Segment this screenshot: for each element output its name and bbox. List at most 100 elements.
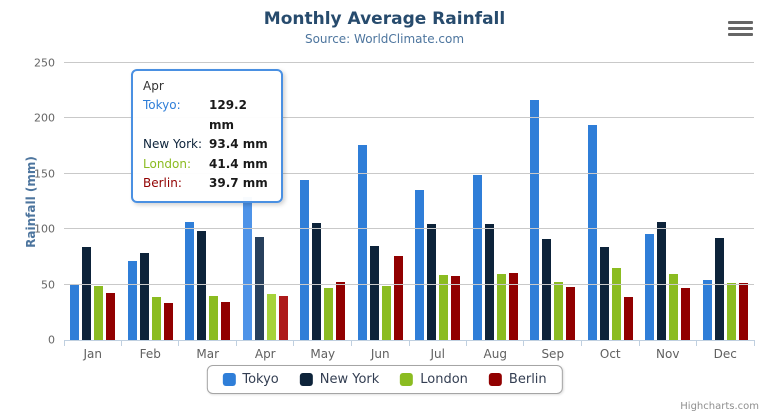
- gridline: [64, 228, 754, 230]
- category-group-feb: Feb: [122, 63, 180, 361]
- legend: Tokyo New York London Berlin: [206, 365, 563, 394]
- column-tokyo-may[interactable]: [300, 180, 310, 340]
- column-london-feb[interactable]: [151, 297, 161, 340]
- tooltip-series-label: London:: [143, 156, 192, 171]
- column-new-york-oct[interactable]: [599, 247, 609, 340]
- column-london-jun[interactable]: [381, 286, 391, 340]
- column-new-york-may[interactable]: [312, 222, 322, 340]
- category-group-oct: Oct: [582, 63, 640, 361]
- column-new-york-nov[interactable]: [657, 221, 667, 340]
- x-axis-label: May: [310, 347, 336, 361]
- column-london-jul[interactable]: [439, 274, 449, 340]
- column-new-york-jul[interactable]: [427, 223, 437, 340]
- legend-label: London: [420, 372, 468, 387]
- column-new-york-apr[interactable]: [254, 236, 264, 340]
- y-axis-label: 100: [34, 222, 55, 236]
- column-tokyo-nov[interactable]: [645, 234, 655, 340]
- column-berlin-jul[interactable]: [451, 276, 461, 340]
- column-london-mar[interactable]: [209, 296, 219, 340]
- column-new-york-sep[interactable]: [542, 238, 552, 340]
- x-axis-label: Mar: [196, 347, 220, 361]
- legend-symbol-icon: [222, 373, 236, 386]
- category-group-nov: Nov: [639, 63, 697, 361]
- column-london-apr[interactable]: [266, 294, 276, 340]
- column-berlin-jan[interactable]: [106, 293, 116, 340]
- column-new-york-jan[interactable]: [82, 247, 92, 340]
- column-tokyo-apr[interactable]: [242, 196, 252, 340]
- category-group-jan: Jan: [64, 63, 122, 361]
- column-new-york-dec[interactable]: [714, 237, 724, 340]
- x-axis-label: Feb: [139, 347, 161, 361]
- y-axis-label: 200: [34, 111, 55, 125]
- column-new-york-aug[interactable]: [484, 224, 494, 340]
- column-tokyo-aug[interactable]: [472, 175, 482, 340]
- column-tokyo-mar[interactable]: [185, 222, 195, 340]
- x-axis-tick: [466, 340, 467, 346]
- column-berlin-jun[interactable]: [393, 256, 403, 340]
- y-axis-label: 0: [48, 333, 55, 347]
- column-tokyo-jul[interactable]: [415, 189, 425, 340]
- export-menu-button[interactable]: [728, 21, 753, 36]
- legend-item-berlin[interactable]: Berlin: [488, 372, 547, 387]
- column-berlin-may[interactable]: [336, 281, 346, 340]
- x-axis-tick: [696, 340, 697, 346]
- x-axis-label: Apr: [254, 347, 276, 361]
- column-new-york-mar[interactable]: [197, 230, 207, 340]
- column-tokyo-oct[interactable]: [587, 124, 597, 340]
- category-group-aug: Aug: [467, 63, 525, 361]
- x-axis-label: Nov: [656, 347, 680, 361]
- tooltip-series-value: 129.2 mm: [209, 98, 247, 132]
- x-axis-tick: [293, 340, 295, 346]
- plot-area: Jan Feb Mar Apr May Jun Jul Aug Sep Oct Nov Dec 0 50…: [34, 57, 755, 361]
- column-berlin-sep[interactable]: [566, 287, 576, 340]
- column-berlin-nov[interactable]: [681, 288, 691, 340]
- column-london-jan[interactable]: [94, 285, 104, 340]
- column-berlin-mar[interactable]: [221, 301, 231, 340]
- x-axis-label: Dec: [713, 347, 737, 361]
- column-london-aug[interactable]: [496, 273, 506, 340]
- credits-link[interactable]: Highcharts.com: [680, 401, 759, 412]
- column-tokyo-sep[interactable]: [530, 100, 540, 340]
- column-london-dec[interactable]: [726, 283, 736, 340]
- x-axis-tick: [120, 340, 122, 346]
- column-tokyo-feb[interactable]: [127, 260, 137, 340]
- x-axis-tick: [408, 340, 410, 346]
- tooltip-series-label: Berlin:: [143, 176, 182, 190]
- gridline: [64, 117, 754, 119]
- x-axis-tick: [753, 340, 755, 346]
- column-london-sep[interactable]: [554, 281, 564, 340]
- legend-item-new-york[interactable]: New York: [299, 372, 379, 387]
- tooltip-series-value: 93.4 mm: [209, 137, 268, 151]
- x-axis-tick: [236, 340, 237, 346]
- column-london-oct[interactable]: [611, 267, 621, 340]
- column-tokyo-jan[interactable]: [70, 284, 80, 340]
- x-axis-label: Jun: [370, 347, 390, 361]
- column-berlin-apr[interactable]: [278, 296, 288, 340]
- tooltip-category: Apr: [143, 79, 164, 93]
- x-axis-label: Sep: [541, 347, 565, 361]
- legend-item-london[interactable]: London: [400, 372, 468, 387]
- x-axis-tick: [63, 340, 65, 346]
- x-axis-label: Jul: [430, 347, 445, 361]
- column-london-may[interactable]: [324, 287, 334, 340]
- x-axis-tick: [523, 340, 525, 346]
- column-tokyo-jun[interactable]: [357, 145, 367, 340]
- hamburger-menu-icon: [728, 21, 753, 24]
- x-axis-label: Oct: [599, 347, 621, 361]
- column-london-nov[interactable]: [669, 274, 679, 340]
- column-berlin-aug[interactable]: [508, 273, 518, 340]
- column-new-york-jun[interactable]: [369, 246, 379, 340]
- column-berlin-oct[interactable]: [623, 296, 633, 340]
- column-berlin-feb[interactable]: [163, 303, 173, 340]
- category-group-sep: Sep: [524, 63, 582, 361]
- column-berlin-dec[interactable]: [738, 283, 748, 340]
- x-axis-tick: [178, 340, 180, 346]
- column-tokyo-dec[interactable]: [702, 279, 712, 340]
- legend-label: Tokyo: [242, 372, 279, 387]
- tooltip-series-value: 41.4 mm: [209, 156, 268, 171]
- tooltip: Apr Tokyo: 129.2 mm New York: 93.4 mm London…: [131, 69, 283, 203]
- column-new-york-feb[interactable]: [139, 252, 149, 340]
- tooltip-row: London: 41.4 mm: [143, 155, 271, 175]
- x-axis-label: Jan: [83, 347, 103, 361]
- legend-item-tokyo[interactable]: Tokyo: [222, 372, 279, 387]
